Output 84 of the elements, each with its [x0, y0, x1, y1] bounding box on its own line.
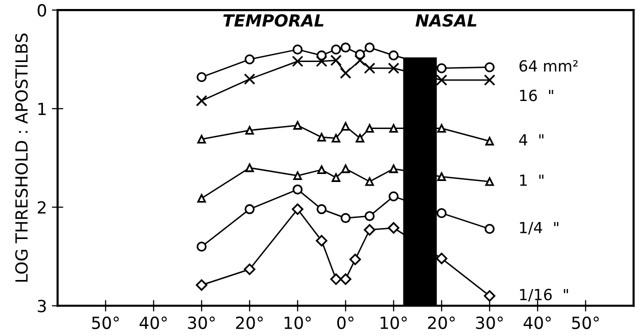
x-tick-label: 50°: [92, 316, 119, 330]
point: [196, 279, 208, 291]
y-tick-label: 2: [38, 201, 46, 214]
x-tick-label: 40°: [524, 316, 551, 330]
point: [436, 208, 447, 218]
point: [341, 164, 350, 174]
y-tick-label: 1: [38, 102, 46, 115]
point: [364, 42, 375, 53]
point: [317, 132, 326, 142]
series-label: 64 mm²: [519, 60, 578, 72]
annotation: TEMPORAL: [223, 14, 324, 27]
x-tick-label: 0°: [337, 316, 354, 330]
point: [340, 273, 352, 285]
y-axis-title: LOG THRESHOLD : APOSTILBS: [15, 34, 28, 282]
series-label: 1/4 ": [520, 222, 558, 235]
point: [245, 126, 254, 135]
point: [244, 264, 256, 276]
series-label: 1/16 ": [520, 288, 568, 302]
x-tick-label: 30°: [476, 316, 503, 330]
y-tick-label: 0: [38, 4, 46, 17]
point: [484, 224, 495, 234]
point: [356, 134, 364, 143]
point: [485, 136, 494, 146]
point: [437, 172, 446, 181]
series-label: 1 ": [520, 174, 544, 186]
point: [349, 254, 361, 266]
point: [331, 44, 341, 55]
point: [293, 171, 302, 180]
x-tick-label: 10°: [284, 316, 311, 330]
point: [484, 62, 495, 72]
x-tick-label: 50°: [572, 316, 599, 330]
point: [364, 62, 376, 74]
annotation: NASAL: [416, 14, 476, 27]
point: [340, 42, 351, 53]
x-tick-label: 40°: [140, 316, 167, 330]
point: [436, 63, 447, 74]
point: [332, 134, 340, 143]
point: [292, 56, 304, 68]
y-tick-label: 3: [38, 300, 46, 312]
point: [332, 173, 340, 182]
series-label: 4 ": [519, 134, 544, 146]
point: [388, 50, 399, 60]
point: [244, 204, 255, 214]
point: [340, 67, 352, 79]
x-tick-label: 10°: [380, 316, 407, 330]
point: [196, 242, 207, 252]
point: [292, 203, 304, 215]
point: [365, 124, 374, 133]
point: [197, 134, 206, 144]
series-label: 16 ": [520, 90, 554, 102]
point: [292, 44, 303, 55]
x-tick-label: 30°: [188, 316, 215, 330]
point: [293, 121, 302, 130]
point: [388, 62, 400, 74]
point: [365, 177, 374, 186]
point: [316, 56, 328, 68]
point: [437, 124, 446, 133]
point: [388, 191, 399, 202]
point: [364, 211, 375, 222]
point: [197, 194, 206, 203]
point: [196, 72, 207, 82]
point: [244, 54, 255, 64]
x-tick-label: 20°: [236, 316, 263, 330]
point: [341, 122, 350, 131]
point: [340, 213, 351, 224]
point: [316, 234, 328, 246]
point: [388, 222, 400, 234]
point: [484, 74, 496, 86]
point: [364, 224, 376, 236]
x-tick-label: 20°: [428, 316, 455, 330]
point: [292, 184, 303, 194]
point: [330, 54, 342, 66]
point: [196, 95, 208, 106]
point: [317, 165, 326, 174]
point: [244, 73, 256, 85]
point: [245, 163, 254, 172]
point: [389, 124, 398, 133]
point: [436, 74, 448, 86]
point: [389, 164, 398, 174]
point: [436, 252, 448, 264]
point: [330, 273, 342, 285]
point: [316, 204, 327, 214]
point: [485, 177, 494, 186]
point: [484, 290, 496, 302]
